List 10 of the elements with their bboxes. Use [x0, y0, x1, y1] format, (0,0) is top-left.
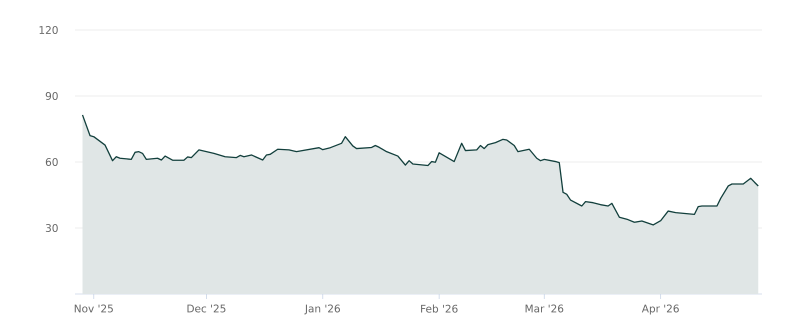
y-tick-label: 90 — [46, 92, 58, 100]
x-tick-label: Dec '25 — [187, 304, 226, 312]
x-tick-label: Feb '26 — [421, 304, 458, 313]
y-tick-label: 120 — [40, 26, 58, 34]
x-tick-label: Mar '26 — [526, 304, 564, 312]
x-tick-label: Nov '25 — [74, 304, 113, 312]
y-tick-label: 30 — [46, 224, 58, 232]
x-tick-label: Jan '26 — [304, 304, 340, 314]
y-tick-label: 60 — [46, 158, 58, 166]
x-tick-label: Apr '26 — [642, 304, 679, 315]
